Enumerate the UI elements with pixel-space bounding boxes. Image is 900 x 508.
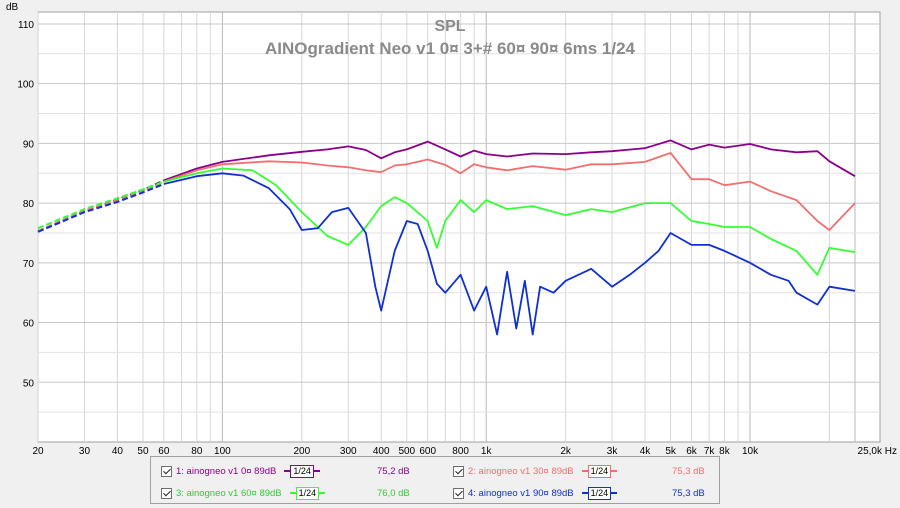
series-1-spl: 75,2 dB [377,466,410,477]
legend-item-4[interactable]: 4: ainogneo v1 90¤ 89dB 1/24 [453,484,618,502]
x-tick-16: 4k [640,446,652,457]
series-4-checkbox[interactable] [453,487,464,499]
series-4-spl: 75,3 dB [672,488,705,499]
series-3-line [163,167,856,276]
series-1-label: 1: ainogneo v1 0¤ 89dB [176,465,277,477]
x-tick-22: 25,0k Hz [858,446,897,457]
series-3-label: 3: ainogneo v1 60¤ 89dB [176,487,282,499]
x-tick-21: 10k [742,446,759,457]
x-tick-9: 400 [373,446,390,457]
series-1-line [163,139,856,182]
series-2-spl: 75,3 dB [672,466,705,477]
legend-item-2[interactable]: 2: ainogneo v1 30¤ 89dB 1/24 [453,462,618,480]
x-tick-20: 8k [719,446,731,457]
y-tick-90: 90 [23,139,35,150]
x-tick-10: 500 [398,446,415,457]
series-lines [37,139,856,336]
series-3-checkbox[interactable] [161,487,172,499]
x-tick-8: 300 [340,446,357,457]
chart-title: SPL [434,18,465,35]
series-3-line-lowfreq [37,180,165,230]
x-tick-12: 800 [452,446,469,457]
chart-subtitle: AINOgradient Neo v1 0¤ 3+# 60¤ 90¤ 6ms 1… [265,39,636,58]
x-tick-1: 30 [79,446,91,457]
x-tick-18: 6k [686,446,698,457]
x-tick-labels: 20 30 40 50 60 80 100 200 300 400 500 600 800 1k 2k 3k 4… [32,446,897,457]
series-1-smoothing[interactable]: 1/24 [284,464,320,478]
x-tick-17: 5k [665,446,677,457]
x-tick-7: 200 [293,446,310,457]
series-2-label: 2: ainogneo v1 30¤ 89dB [468,465,574,477]
y-tick-70: 70 [23,259,35,270]
y-tick-labels: 110 100 90 80 70 60 50 [17,20,34,389]
x-tick-14: 2k [560,446,572,457]
y-tick-80: 80 [23,199,35,210]
y-axis-label: dB [6,2,19,13]
y-tick-60: 60 [23,319,35,330]
x-tick-13: 1k [481,446,493,457]
series-3-smoothing[interactable]: 1/24 [289,486,326,500]
series-2-line [163,152,856,231]
x-tick-4: 60 [158,446,170,457]
series-2-checkbox[interactable] [453,465,464,477]
series-2-smoothing[interactable]: 1/24 [581,464,618,478]
series-4-smoothing[interactable]: 1/24 [581,486,618,500]
series-3-spl: 76,0 dB [377,488,410,499]
x-tick-2: 40 [112,446,124,457]
x-tick-0: 20 [32,446,44,457]
series-2-line-lowfreq [37,180,165,233]
x-tick-5: 80 [191,446,203,457]
x-tick-3: 50 [137,446,149,457]
x-tick-11: 600 [419,446,436,457]
legend: 1: ainogneo v1 0¤ 89dB 1/24 75,2 dB 2: a… [150,456,720,504]
series-4-label: 4: ainogneo v1 90¤ 89dB [468,487,574,499]
y-tick-110: 110 [18,20,34,31]
grid-lines [37,12,880,442]
series-4-line [163,172,856,336]
series-4-line-lowfreq [37,183,165,233]
y-tick-50: 50 [23,378,35,389]
x-tick-19: 7k [704,446,716,457]
series-1-checkbox[interactable] [161,465,172,477]
legend-item-1[interactable]: 1: ainogneo v1 0¤ 89dB 1/24 [161,462,320,480]
x-tick-15: 3k [607,446,619,457]
y-tick-100: 100 [17,80,34,91]
legend-item-3[interactable]: 3: ainogneo v1 60¤ 89dB 1/24 [161,484,326,502]
x-tick-6: 100 [214,446,231,457]
